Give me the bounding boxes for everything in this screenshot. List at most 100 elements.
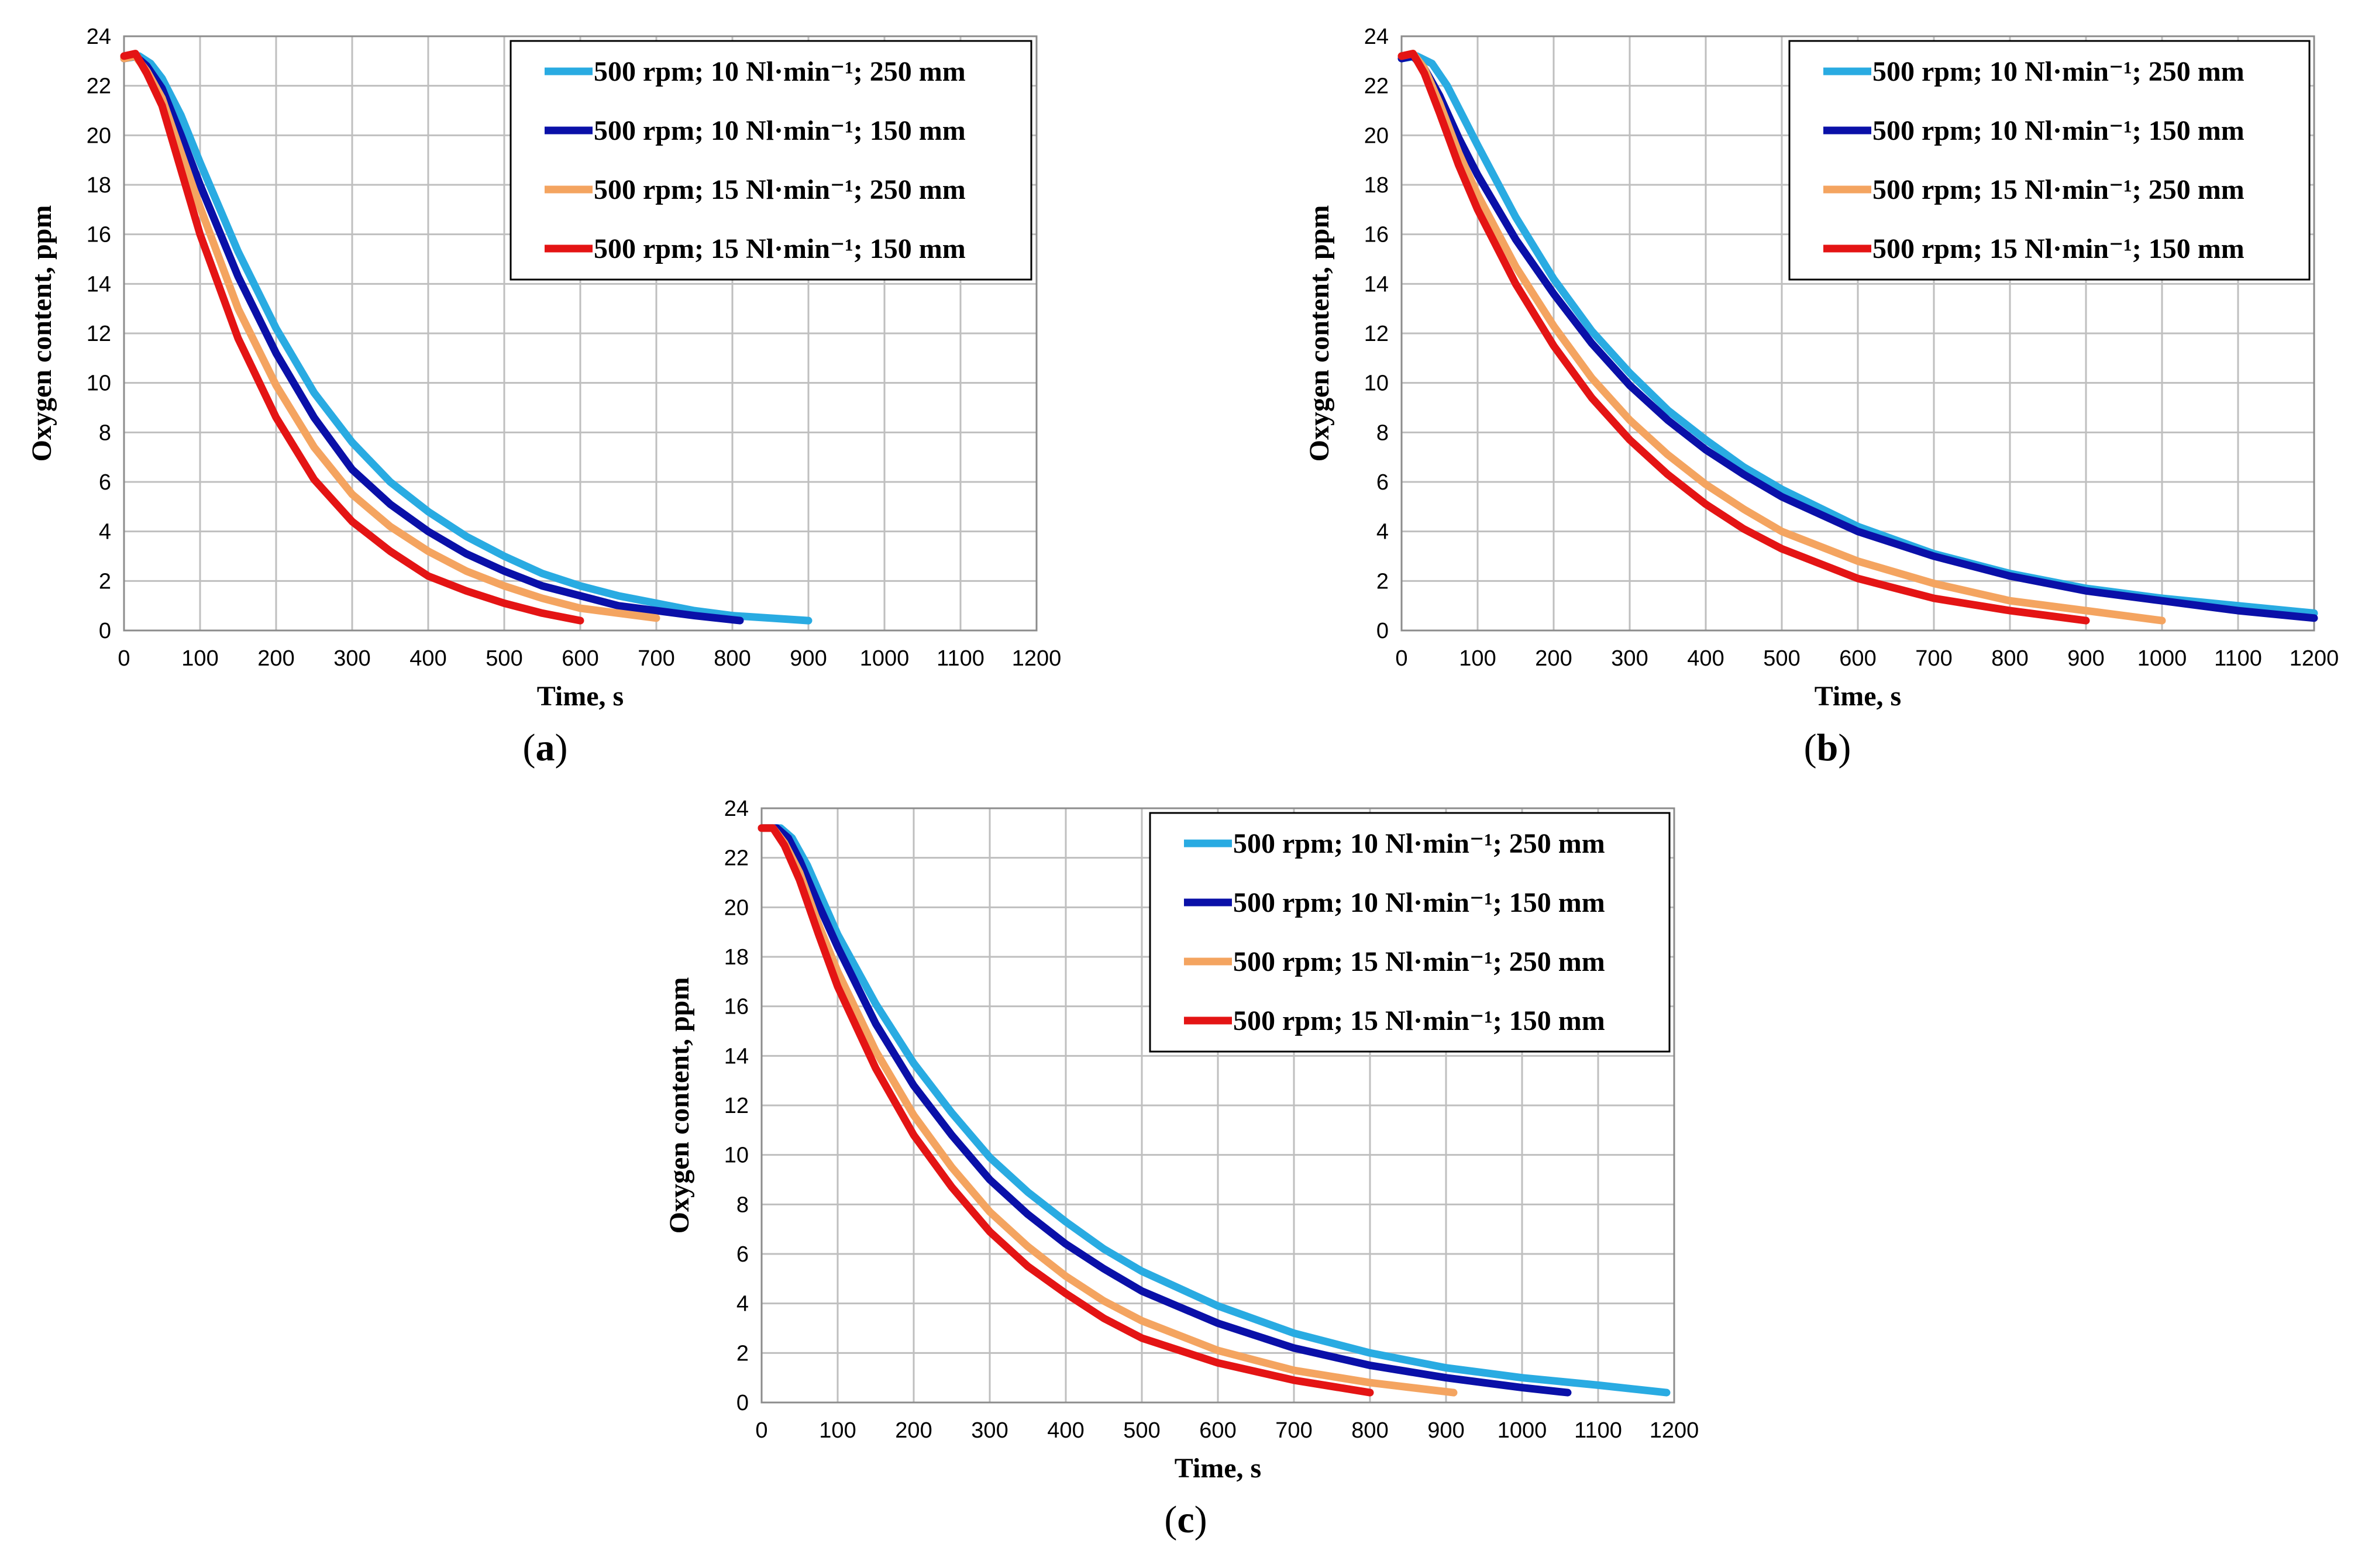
legend-label-3: 500 rpm; 15 Nl·min⁻¹; 250 mm (1872, 174, 2244, 205)
panel-label: (c) (1164, 1498, 1207, 1541)
legend-box (510, 40, 1032, 281)
panel-label: (b) (1804, 726, 1851, 769)
plot-frame (760, 807, 1675, 1404)
x-tick-label: 600 (1199, 1418, 1236, 1443)
y-tick-label: 22 (724, 846, 749, 871)
x-tick-label: 1100 (937, 646, 984, 671)
legend-label-3: 500 rpm; 15 Nl·min⁻¹; 250 mm (594, 174, 966, 205)
x-tick-label: 800 (1351, 1418, 1388, 1443)
series-line-4 (1397, 50, 2090, 625)
y-tick-label: 8 (736, 1193, 749, 1217)
legend-label-2: 500 rpm; 10 Nl·min⁻¹; 150 mm (594, 115, 966, 146)
x-tick-label: 900 (790, 646, 827, 671)
y-tick-label: 14 (87, 272, 111, 297)
y-tick-label: 20 (724, 895, 749, 920)
y-tick-label: 24 (87, 25, 111, 49)
x-tick-label: 1000 (2137, 646, 2187, 671)
x-tick-label: 800 (714, 646, 751, 671)
y-axis-title: Oxygen content, ppm (1304, 205, 1335, 462)
x-tick-label: 100 (181, 646, 218, 671)
y-tick-label: 18 (724, 945, 749, 970)
x-tick-label: 1100 (2214, 646, 2262, 671)
x-tick-label: 400 (1687, 646, 1724, 671)
x-tick-label: 0 (1395, 646, 1407, 671)
y-tick-label: 24 (724, 797, 749, 821)
y-tick-label: 8 (1376, 421, 1389, 445)
legend-box (1788, 40, 2311, 281)
x-tick-label: 800 (1991, 646, 2028, 671)
y-tick-label: 0 (1376, 619, 1389, 643)
x-tick-label: 0 (118, 646, 130, 671)
legend-label-1: 500 rpm; 10 Nl·min⁻¹; 250 mm (1872, 56, 2244, 87)
legend-label-4: 500 rpm; 15 Nl·min⁻¹; 150 mm (1233, 1005, 1605, 1036)
x-tick-label: 600 (562, 646, 598, 671)
x-axis-title: Time, s (1175, 1453, 1261, 1484)
series-line-4 (120, 50, 584, 625)
panel-label: (a) (523, 726, 568, 769)
x-tick-label: 900 (1427, 1418, 1464, 1443)
x-tick-label: 100 (819, 1418, 856, 1443)
x-tick-label: 300 (1611, 646, 1648, 671)
legend-box (1149, 812, 1671, 1053)
y-tick-label: 12 (87, 322, 111, 346)
chart-panel-c: 0 100 200 300 400 500 600 700 800 900 1000 1100 1200… (664, 797, 1699, 1541)
y-tick-label: 18 (87, 173, 111, 198)
legend-label-4: 500 rpm; 15 Nl·min⁻¹; 150 mm (594, 233, 966, 264)
y-tick-label: 2 (736, 1341, 749, 1366)
y-tick-label: 24 (1364, 25, 1389, 49)
y-tick-label: 6 (1376, 470, 1389, 495)
legend-label-1: 500 rpm; 10 Nl·min⁻¹; 250 mm (594, 56, 966, 87)
legend-label-2: 500 rpm; 10 Nl·min⁻¹; 150 mm (1233, 887, 1605, 918)
x-tick-label: 600 (1839, 646, 1876, 671)
y-tick-label: 2 (99, 569, 111, 594)
y-tick-label: 4 (1376, 520, 1389, 545)
x-tick-label: 200 (257, 646, 294, 671)
x-tick-label: 500 (486, 646, 522, 671)
x-tick-label: 300 (971, 1418, 1008, 1443)
plot-frame (1400, 35, 2315, 632)
series-line-4 (758, 824, 1374, 1397)
y-tick-label: 16 (724, 995, 749, 1019)
x-tick-label: 500 (1763, 646, 1800, 671)
x-tick-label: 200 (1535, 646, 1572, 671)
y-tick-label: 14 (724, 1044, 749, 1069)
y-tick-label: 4 (736, 1292, 749, 1317)
y-tick-label: 12 (724, 1094, 749, 1118)
x-tick-label: 100 (1459, 646, 1496, 671)
chart-panel-b: 0 100 200 300 400 500 600 700 800 900 1000 1100 1200… (1304, 25, 2339, 769)
y-axis-title: Oxygen content, ppm (664, 977, 695, 1234)
y-tick-label: 18 (1364, 173, 1389, 198)
x-axis-title: Time, s (1815, 681, 1901, 712)
x-tick-label: 200 (895, 1418, 932, 1443)
y-tick-label: 10 (1364, 371, 1389, 396)
y-tick-label: 10 (724, 1143, 749, 1168)
y-tick-label: 22 (1364, 74, 1389, 99)
legend-label-4: 500 rpm; 15 Nl·min⁻¹; 150 mm (1872, 233, 2244, 264)
legend: 500 rpm; 10 Nl·min⁻¹; 250 mm 500 rpm; 10 … (510, 40, 1032, 281)
y-axis-title: Oxygen content, ppm (26, 205, 57, 462)
legend-label-1: 500 rpm; 10 Nl·min⁻¹; 250 mm (1233, 828, 1605, 859)
x-axis-title: Time, s (537, 681, 624, 712)
x-tick-label: 0 (755, 1418, 767, 1443)
x-tick-label: 1200 (1012, 646, 1062, 671)
x-tick-label: 700 (1275, 1418, 1312, 1443)
y-tick-label: 16 (87, 223, 111, 247)
y-tick-label: 6 (736, 1242, 749, 1267)
series-line-1 (120, 52, 813, 625)
series-line-1 (758, 824, 1671, 1397)
y-tick-label: 10 (87, 371, 111, 396)
y-tick-label: 6 (99, 470, 111, 495)
x-tick-label: 1000 (1498, 1418, 1547, 1443)
y-tick-label: 16 (1364, 223, 1389, 247)
y-tick-label: 20 (1364, 123, 1389, 148)
plot-frame (123, 35, 1038, 632)
legend-label-3: 500 rpm; 15 Nl·min⁻¹; 250 mm (1233, 946, 1605, 977)
x-tick-label: 900 (2067, 646, 2104, 671)
x-tick-label: 1200 (2290, 646, 2339, 671)
x-tick-label: 1000 (860, 646, 910, 671)
legend-label-2: 500 rpm; 10 Nl·min⁻¹; 150 mm (1872, 115, 2244, 146)
legend: 500 rpm; 10 Nl·min⁻¹; 250 mm 500 rpm; 10 … (1788, 40, 2311, 281)
x-tick-label: 1100 (1574, 1418, 1622, 1443)
y-tick-label: 0 (99, 619, 111, 643)
